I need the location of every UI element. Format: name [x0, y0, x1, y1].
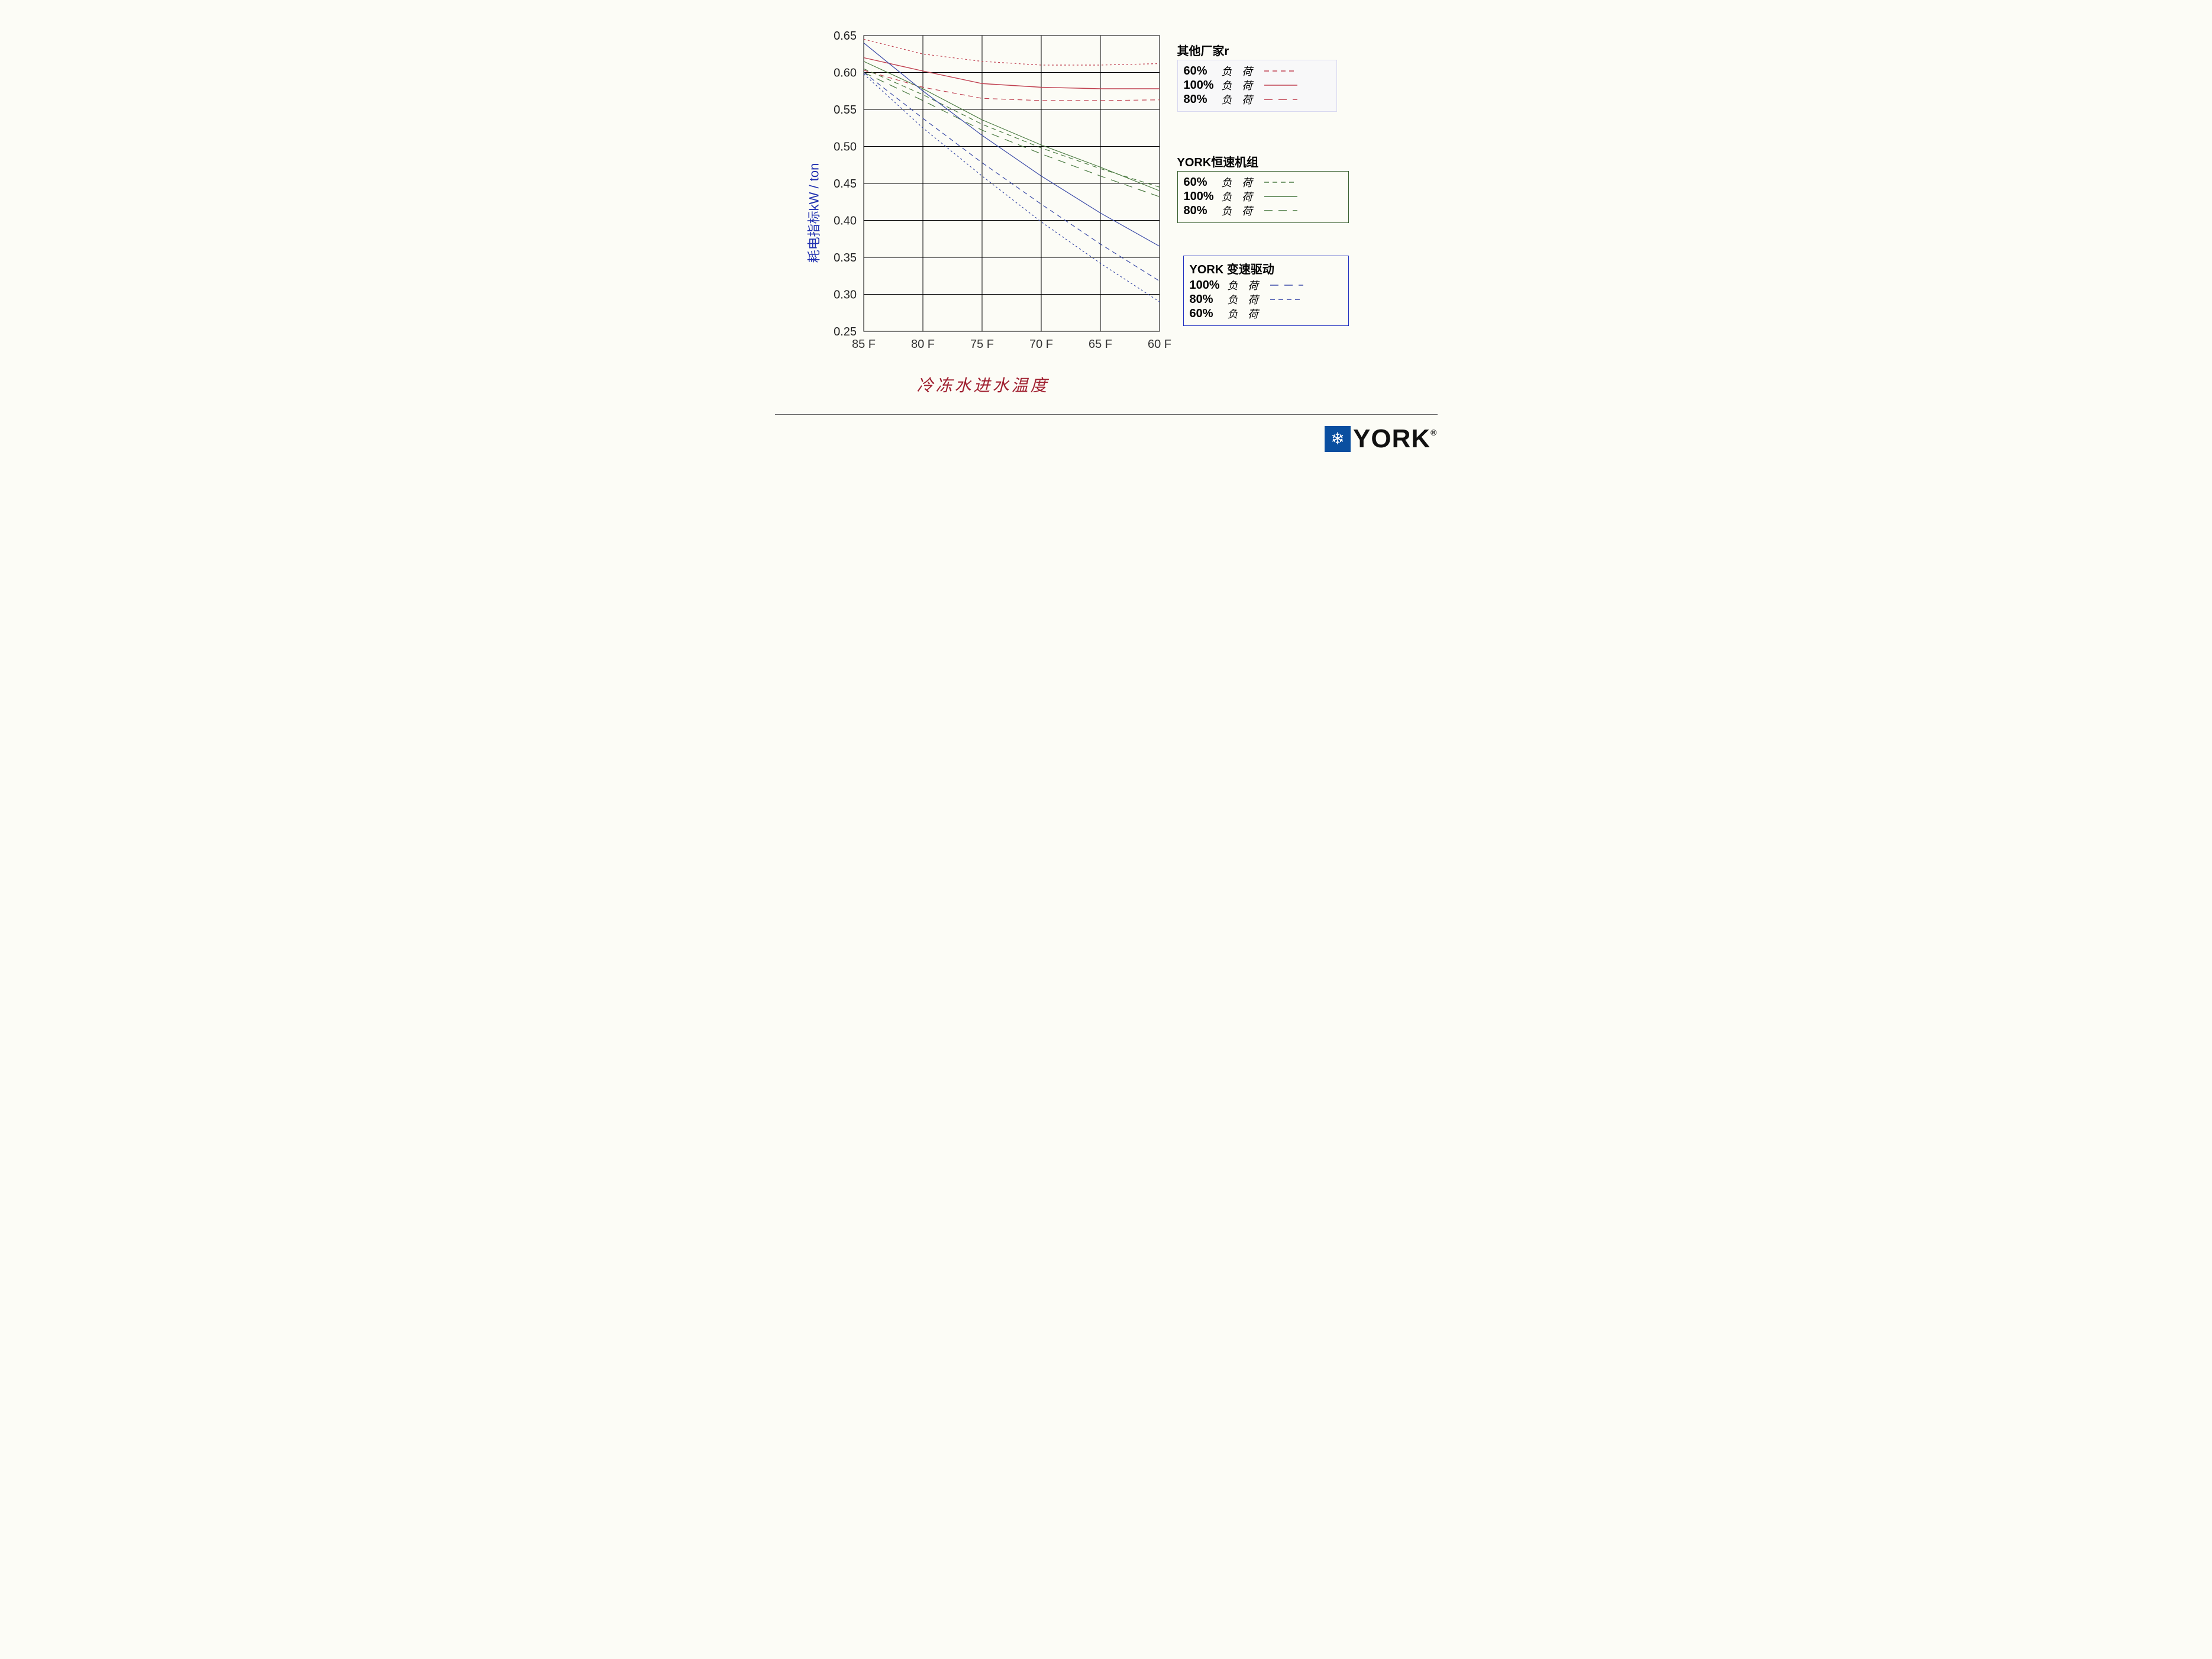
svg-text:70 F: 70 F: [1029, 338, 1052, 351]
legend-label: 负 荷: [1222, 63, 1263, 79]
legend-percent: 100%: [1184, 79, 1222, 92]
legend-percent: 80%: [1190, 293, 1228, 306]
svg-text:0.60: 0.60: [834, 67, 857, 80]
legend-label: 负 荷: [1222, 78, 1263, 93]
legend-box: 60%负 荷100%负 荷80%负 荷: [1177, 60, 1337, 112]
svg-text:0.25: 0.25: [834, 325, 857, 338]
legend-label: 负 荷: [1222, 189, 1263, 204]
logo-text: YORK®: [1353, 426, 1437, 452]
legend-title: 其他厂家r: [1177, 41, 1229, 59]
svg-text:0.40: 0.40: [834, 215, 857, 228]
legend-swatch: [1263, 176, 1299, 188]
footer-divider: [775, 414, 1438, 415]
legend-label: 负 荷: [1228, 292, 1269, 307]
svg-text:0.45: 0.45: [834, 177, 857, 191]
legend-row: 80%负 荷: [1184, 92, 1331, 106]
svg-text:0.65: 0.65: [834, 30, 857, 43]
legend-percent: 60%: [1184, 64, 1222, 78]
legend-label: 负 荷: [1222, 175, 1263, 190]
slide: 耗电指标kW / ton 0.250.300.350.400.450.500.5…: [751, 0, 1461, 532]
legend-swatch: [1263, 205, 1299, 217]
svg-text:80 F: 80 F: [910, 338, 934, 351]
legend-label: 负 荷: [1228, 306, 1269, 321]
chart-canvas: 0.25 0.30 0.35 0.40 0.45 0.50 0.55 0.60 0.65 85 F…: [787, 24, 1177, 367]
legend-row: 80%负 荷: [1190, 292, 1342, 306]
legend-swatch: [1263, 93, 1299, 105]
svg-text:85 F: 85 F: [851, 338, 875, 351]
legend-row: 60%负 荷: [1184, 64, 1331, 78]
legend-label: 负 荷: [1222, 92, 1263, 107]
x-axis-title: 冷冻水进水温度: [917, 373, 1050, 396]
snowflake-icon: ❄: [1325, 426, 1351, 452]
legend-percent: 60%: [1184, 176, 1222, 189]
legend-percent: 100%: [1184, 190, 1222, 204]
york-logo: ❄ YORK®: [1325, 426, 1437, 452]
svg-text:0.30: 0.30: [834, 289, 857, 302]
legend-other: 其他厂家r60%负 荷100%负 荷80%负 荷: [1177, 41, 1229, 60]
legend-label: 负 荷: [1222, 203, 1263, 218]
legend-row: 60%负 荷: [1190, 306, 1342, 321]
legend-title: YORK恒速机组: [1177, 153, 1259, 170]
legend-percent: 100%: [1190, 279, 1228, 292]
svg-text:75 F: 75 F: [970, 338, 993, 351]
svg-text:60 F: 60 F: [1147, 338, 1171, 351]
legend-box: 60%负 荷100%负 荷80%负 荷: [1177, 171, 1349, 223]
svg-text:0.55: 0.55: [834, 104, 857, 117]
legend-swatch: [1269, 279, 1304, 291]
legend-row: 100%负 荷: [1190, 278, 1342, 292]
svg-text:0.35: 0.35: [834, 251, 857, 264]
legend-row: 100%负 荷: [1184, 189, 1342, 204]
legend-york_const: YORK恒速机组60%负 荷100%负 荷80%负 荷: [1177, 153, 1259, 171]
legend-swatch: [1269, 308, 1304, 319]
legend-label: 负 荷: [1228, 277, 1269, 293]
legend-swatch: [1263, 65, 1299, 77]
legend-row: 100%负 荷: [1184, 78, 1331, 92]
legend-row: 60%负 荷: [1184, 175, 1342, 189]
legend-percent: 80%: [1184, 204, 1222, 218]
legend-box: YORK 变速驱动100%负 荷80%负 荷60%负 荷: [1183, 256, 1349, 326]
svg-text:0.50: 0.50: [834, 141, 857, 154]
legend-swatch: [1269, 293, 1304, 305]
legend-percent: 60%: [1190, 307, 1228, 321]
legend-title: YORK 变速驱动: [1190, 260, 1342, 277]
svg-text:65 F: 65 F: [1088, 338, 1112, 351]
legend-swatch: [1263, 79, 1299, 91]
legend-row: 80%负 荷: [1184, 204, 1342, 218]
legend-percent: 80%: [1184, 93, 1222, 106]
legend-swatch: [1263, 191, 1299, 202]
